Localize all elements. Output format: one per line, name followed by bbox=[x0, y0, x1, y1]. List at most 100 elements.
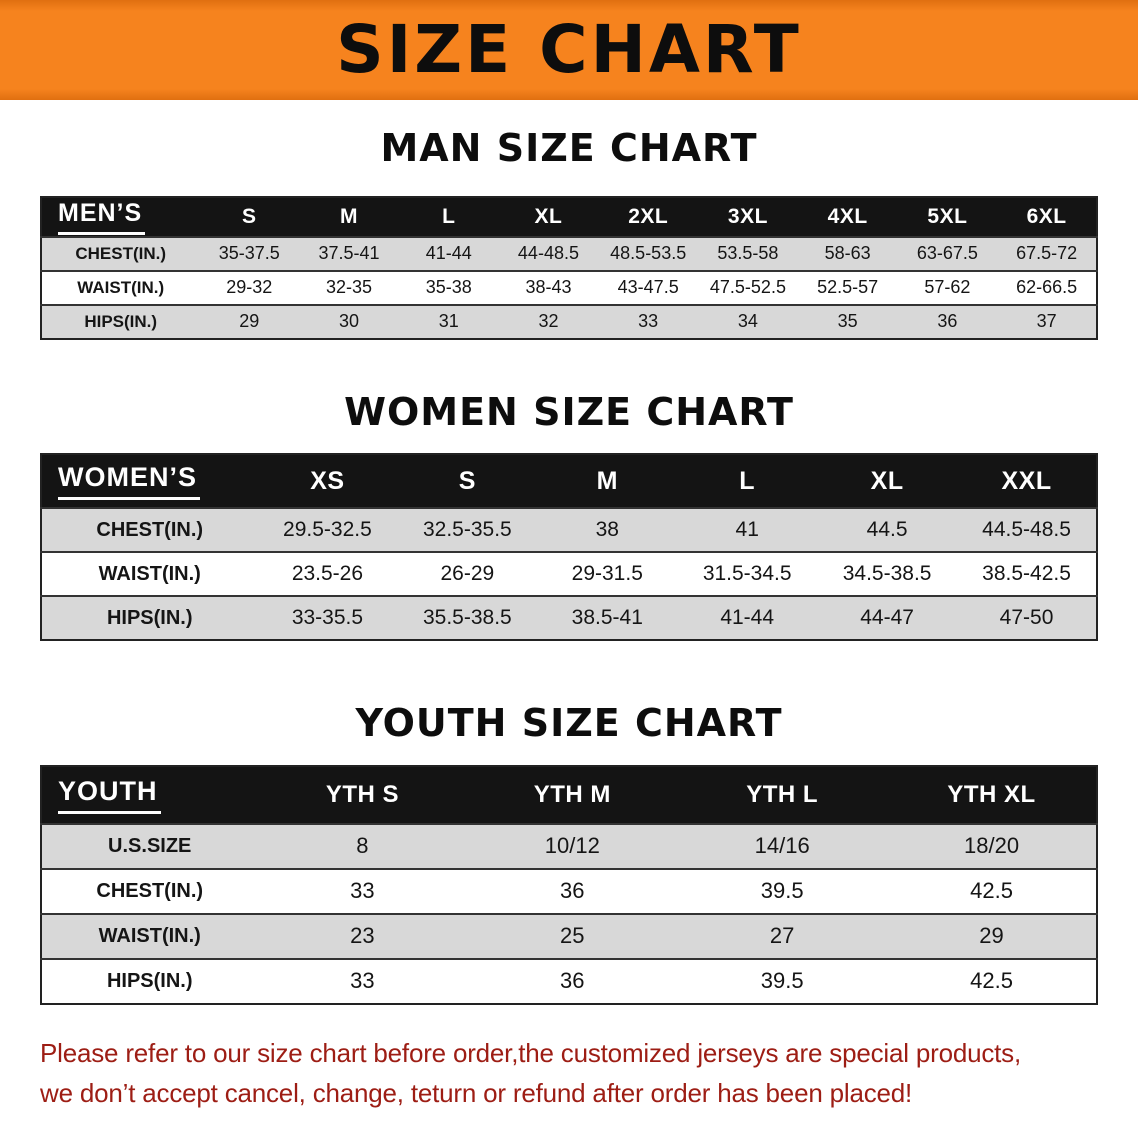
value-cell: 42.5 bbox=[887, 867, 1097, 914]
youth-table-container: YOUTH YTH S YTH M YTH L YTH XL U.S.SIZE 8 10/12… bbox=[40, 764, 1098, 1005]
value-cell: 34 bbox=[698, 303, 798, 339]
women-table-title-label: WOMEN’S bbox=[58, 462, 200, 501]
men-section: MAN SIZE CHART MEN’S S M L XL 2XL 3XL 4XL 5XL 6XL… bbox=[0, 126, 1138, 340]
measurement-row: CHEST(IN.) 33 36 39.5 42.5 bbox=[41, 867, 1097, 914]
value-cell: 14/16 bbox=[677, 822, 888, 869]
value-cell: 47.5-52.5 bbox=[698, 269, 798, 305]
value-cell: 23.5-26 bbox=[257, 551, 398, 597]
size-column-header: L bbox=[442, 204, 456, 228]
men-section-heading: MAN SIZE CHART bbox=[380, 126, 758, 170]
measurement-row: HIPS(IN.) 33 36 39.5 42.5 bbox=[41, 957, 1097, 1004]
disclaimer-line-2: we don’t accept cancel, change, teturn o… bbox=[40, 1077, 913, 1108]
women-table-title: WOMEN’S bbox=[41, 454, 257, 508]
value-cell: 29-31.5 bbox=[537, 551, 678, 597]
value-cell: 30 bbox=[299, 303, 399, 339]
value-cell: 37 bbox=[997, 303, 1097, 339]
value-cell: 18/20 bbox=[887, 822, 1097, 869]
size-column-header: S bbox=[458, 466, 476, 495]
row-label-cell: U.S.SIZE bbox=[41, 822, 258, 869]
size-column-header: YTH L bbox=[746, 780, 819, 808]
women-section-heading: WOMEN SIZE CHART bbox=[344, 389, 794, 434]
value-cell: 29 bbox=[199, 303, 300, 339]
value-cell: 38 bbox=[537, 507, 678, 553]
row-label-cell: WAIST(IN.) bbox=[41, 912, 258, 959]
value-cell: 27 bbox=[677, 912, 888, 959]
row-label-cell: HIPS(IN.) bbox=[41, 303, 200, 339]
men-table-title-label: MEN’S bbox=[58, 199, 146, 235]
value-cell: 43-47.5 bbox=[598, 269, 699, 305]
value-cell: 23 bbox=[257, 912, 468, 959]
size-column-header: 4XL bbox=[827, 204, 868, 228]
value-cell: 63-67.5 bbox=[897, 235, 998, 271]
value-cell: 38.5-41 bbox=[537, 595, 678, 641]
youth-section-heading: YOUTH SIZE CHART bbox=[355, 701, 783, 746]
size-column-header: XL bbox=[534, 204, 563, 228]
size-column-header: YTH S bbox=[325, 780, 399, 808]
size-column-header: M bbox=[596, 466, 618, 495]
youth-section: YOUTH SIZE CHART YOUTH YTH S YTH M YTH L YTH… bbox=[0, 701, 1138, 1005]
size-column-header: M bbox=[339, 204, 358, 228]
measurement-row: HIPS(IN.) 29 30 31 32 33 34 35 36 37 bbox=[41, 303, 1097, 339]
value-cell: 31.5-34.5 bbox=[677, 551, 818, 597]
value-cell: 33-35.5 bbox=[257, 595, 398, 641]
row-label-cell: HIPS(IN.) bbox=[41, 957, 258, 1004]
size-column-header: 6XL bbox=[1026, 204, 1067, 228]
value-cell: 25 bbox=[467, 912, 678, 959]
row-label-cell: CHEST(IN.) bbox=[41, 235, 200, 271]
value-cell: 41-44 bbox=[398, 235, 499, 271]
size-column-header: S bbox=[242, 204, 257, 228]
value-cell: 10/12 bbox=[467, 822, 678, 869]
value-cell: 57-62 bbox=[897, 269, 998, 305]
value-cell: 35-38 bbox=[398, 269, 499, 305]
row-label-cell: CHEST(IN.) bbox=[41, 507, 258, 553]
value-cell: 39.5 bbox=[677, 867, 888, 914]
value-cell: 29 bbox=[887, 912, 1097, 959]
size-column-header: YTH XL bbox=[947, 780, 1036, 808]
value-cell: 62-66.5 bbox=[997, 269, 1097, 305]
value-cell: 36 bbox=[467, 867, 678, 914]
row-label-cell: WAIST(IN.) bbox=[41, 269, 200, 305]
measurement-row: WAIST(IN.) 29-32 32-35 35-38 38-43 43-47.5 47.… bbox=[41, 269, 1097, 305]
disclaimer: Please refer to our size chart before or… bbox=[40, 1033, 1098, 1113]
value-cell: 39.5 bbox=[677, 957, 888, 1004]
size-column-header: XS bbox=[310, 466, 345, 495]
youth-table-title-label: YOUTH bbox=[58, 776, 161, 814]
row-label-cell: HIPS(IN.) bbox=[41, 595, 258, 641]
size-header-row: YOUTH YTH S YTH M YTH L YTH XL bbox=[41, 765, 1097, 824]
women-table-container: WOMEN’S XS S M L XL XXL CHEST(IN.) 29.5-32.5 32.5… bbox=[40, 453, 1098, 642]
value-cell: 47-50 bbox=[957, 595, 1097, 641]
value-cell: 35-37.5 bbox=[199, 235, 300, 271]
row-label-cell: CHEST(IN.) bbox=[41, 867, 258, 914]
value-cell: 44-48.5 bbox=[498, 235, 599, 271]
size-header-row: WOMEN’S XS S M L XL XXL bbox=[41, 454, 1097, 509]
value-cell: 41 bbox=[677, 507, 818, 553]
size-column-header: 5XL bbox=[927, 204, 968, 228]
value-cell: 33 bbox=[598, 303, 699, 339]
value-cell: 35 bbox=[797, 303, 898, 339]
measurement-row: CHEST(IN.) 29.5-32.5 32.5-35.5 38 41 44.5 44.5… bbox=[41, 507, 1097, 553]
men-size-table: MEN’S S M L XL 2XL 3XL 4XL 5XL 6XL CHEST(IN.) 35-37… bbox=[40, 195, 1098, 340]
value-cell: 36 bbox=[467, 957, 678, 1004]
banner: SIZE CHART bbox=[0, 0, 1138, 100]
size-column-header: L bbox=[739, 466, 756, 495]
size-column-header: 3XL bbox=[727, 204, 768, 228]
value-cell: 44.5-48.5 bbox=[957, 507, 1097, 553]
value-cell: 42.5 bbox=[887, 957, 1097, 1004]
value-cell: 35.5-38.5 bbox=[397, 595, 538, 641]
value-cell: 26-29 bbox=[397, 551, 538, 597]
value-cell: 52.5-57 bbox=[797, 269, 898, 305]
value-cell: 37.5-41 bbox=[299, 235, 399, 271]
value-cell: 32.5-35.5 bbox=[397, 507, 538, 553]
value-cell: 36 bbox=[897, 303, 998, 339]
value-cell: 38.5-42.5 bbox=[957, 551, 1097, 597]
value-cell: 33 bbox=[257, 867, 468, 914]
disclaimer-line-1: Please refer to our size chart before or… bbox=[40, 1037, 1022, 1068]
value-cell: 32 bbox=[498, 303, 599, 339]
value-cell: 58-63 bbox=[797, 235, 898, 271]
measurement-row: CHEST(IN.) 35-37.5 37.5-41 41-44 44-48.5 48.5… bbox=[41, 235, 1097, 271]
value-cell: 34.5-38.5 bbox=[817, 551, 958, 597]
row-label-cell: WAIST(IN.) bbox=[41, 551, 258, 597]
men-table-title: MEN’S bbox=[41, 197, 199, 237]
value-cell: 67.5-72 bbox=[997, 235, 1097, 271]
women-size-table: WOMEN’S XS S M L XL XXL CHEST(IN.) 29.5-32.5 32.5… bbox=[40, 453, 1098, 642]
